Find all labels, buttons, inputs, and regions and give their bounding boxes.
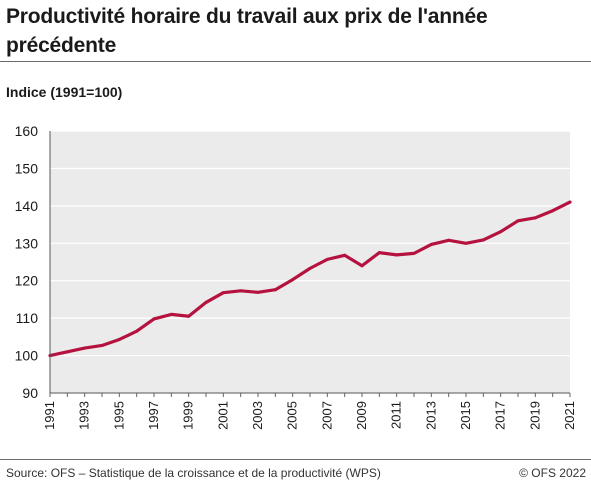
y-axis-label: Indice (1991=100) xyxy=(6,84,123,100)
data-point xyxy=(221,291,225,295)
data-point xyxy=(343,253,347,257)
data-point xyxy=(65,350,69,354)
data-point xyxy=(83,346,87,350)
data-point xyxy=(100,343,104,347)
y-tick-label: 120 xyxy=(15,273,39,289)
data-point xyxy=(152,317,156,321)
data-point xyxy=(291,278,295,282)
data-point xyxy=(325,257,329,261)
data-point xyxy=(447,238,451,242)
x-tick-label: 2003 xyxy=(250,401,265,430)
data-point xyxy=(533,216,537,220)
data-point xyxy=(256,290,260,294)
data-point xyxy=(135,329,139,333)
y-tick-label: 140 xyxy=(15,198,39,214)
x-tick-label: 2019 xyxy=(527,401,542,430)
x-tick-label: 1991 xyxy=(42,401,57,430)
data-point xyxy=(429,242,433,246)
y-tick-label: 150 xyxy=(15,160,39,176)
plot-area xyxy=(50,131,570,393)
x-tick-label: 1999 xyxy=(181,401,196,430)
copyright-note: © OFS 2022 xyxy=(519,466,586,480)
data-point xyxy=(204,300,208,304)
y-tick-label: 110 xyxy=(16,310,39,326)
data-point xyxy=(464,241,468,245)
x-tick-label: 2011 xyxy=(389,401,404,429)
data-point xyxy=(516,219,520,223)
data-point xyxy=(360,264,364,268)
x-tick-label: 2021 xyxy=(562,401,577,430)
x-tick-label: 2013 xyxy=(423,401,438,430)
source-note: Source: OFS – Statistique de la croissan… xyxy=(6,466,381,480)
data-point xyxy=(412,251,416,255)
x-tick-label: 2007 xyxy=(319,401,334,430)
data-point xyxy=(273,288,277,292)
data-point xyxy=(551,209,555,213)
line-chart: 90 100 110 120 130 140 150 160 1991 1993 1995 1997… xyxy=(15,123,577,430)
data-point xyxy=(481,238,485,242)
chart-title: Productivité horaire du travail aux prix… xyxy=(6,5,488,57)
x-tick-label: 2001 xyxy=(215,401,230,430)
data-point xyxy=(308,266,312,270)
data-point xyxy=(117,337,121,341)
x-tick-label: 1997 xyxy=(146,401,161,430)
title-divider xyxy=(0,61,591,62)
x-tick-label: 2005 xyxy=(285,401,300,430)
y-tick-label: 130 xyxy=(15,235,39,251)
data-point xyxy=(395,253,399,257)
data-point xyxy=(377,251,381,255)
y-tick-label: 100 xyxy=(15,348,39,364)
y-tick-label: 90 xyxy=(22,385,38,401)
footer-divider xyxy=(0,459,591,460)
data-point xyxy=(499,230,503,234)
x-tick-label: 1995 xyxy=(111,401,126,430)
y-tick-label: 160 xyxy=(15,123,39,139)
x-tick-label: 2009 xyxy=(354,401,369,430)
x-tick-label: 1993 xyxy=(77,401,92,430)
x-tick-label: 2015 xyxy=(458,401,473,430)
data-point xyxy=(239,289,243,293)
x-tick-label: 2017 xyxy=(493,401,508,430)
data-point xyxy=(568,200,572,204)
data-point xyxy=(169,312,173,316)
data-point xyxy=(187,314,191,318)
